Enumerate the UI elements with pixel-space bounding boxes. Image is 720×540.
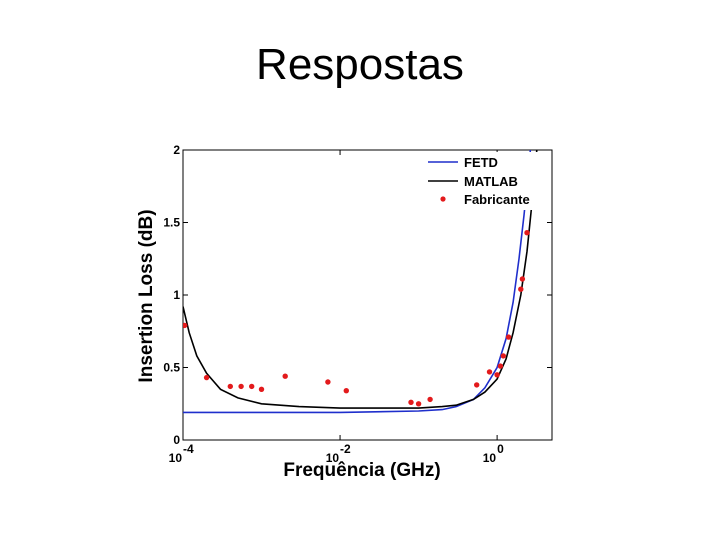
data-point-fabricante — [427, 396, 433, 403]
data-point-fabricante — [505, 334, 512, 340]
data-point-fabricante — [415, 401, 422, 407]
data-point-fabricante — [343, 388, 349, 394]
data-point-fabricante — [519, 276, 526, 282]
y-tick-label: 2 — [173, 143, 180, 157]
data-point-fabricante — [282, 373, 288, 379]
x-tick-label-exponent: -4 — [183, 442, 194, 456]
data-point-fabricante — [203, 374, 210, 381]
y-tick-label: 1.5 — [163, 216, 180, 230]
x-tick-label: 10 — [326, 451, 340, 465]
x-tick-label: 10 — [169, 451, 183, 465]
slide-title: Respostas — [256, 40, 464, 89]
legend-swatch-fabricante — [440, 196, 446, 202]
data-point-fabricante — [258, 386, 265, 392]
x-tick-label-exponent: -2 — [340, 442, 351, 456]
data-point-fabricante — [486, 369, 493, 375]
data-point-fabricante — [227, 383, 233, 390]
y-axis-label: Insertion Loss (dB) — [136, 209, 157, 382]
y-tick-label: 0.5 — [163, 361, 180, 375]
data-point-fabricante — [500, 353, 506, 359]
data-point-fabricante — [325, 379, 331, 385]
x-tick-label: 10 — [483, 451, 497, 465]
legend: FETD MATLAB Fabricante — [420, 152, 550, 210]
data-point-fabricante — [494, 372, 500, 378]
data-point-fabricante — [518, 286, 524, 292]
y-tick-label: 1 — [173, 288, 180, 302]
legend-label-fetd: FETD — [464, 155, 498, 170]
data-point-fabricante — [408, 399, 414, 405]
data-point-fabricante — [497, 363, 504, 369]
x-tick-label-exponent: 0 — [497, 442, 504, 456]
data-point-fabricante — [249, 383, 255, 390]
data-point-fabricante — [183, 322, 188, 329]
legend-label-fabricante: Fabricante — [464, 192, 530, 207]
x-axis-label: Frequência (GHz) — [283, 460, 440, 481]
data-point-fabricante — [524, 230, 530, 236]
data-point-fabricante — [238, 383, 244, 390]
data-point-fabricante — [474, 382, 480, 388]
y-tick-label: 0 — [173, 433, 180, 447]
legend-label-matlab: MATLAB — [464, 174, 518, 189]
